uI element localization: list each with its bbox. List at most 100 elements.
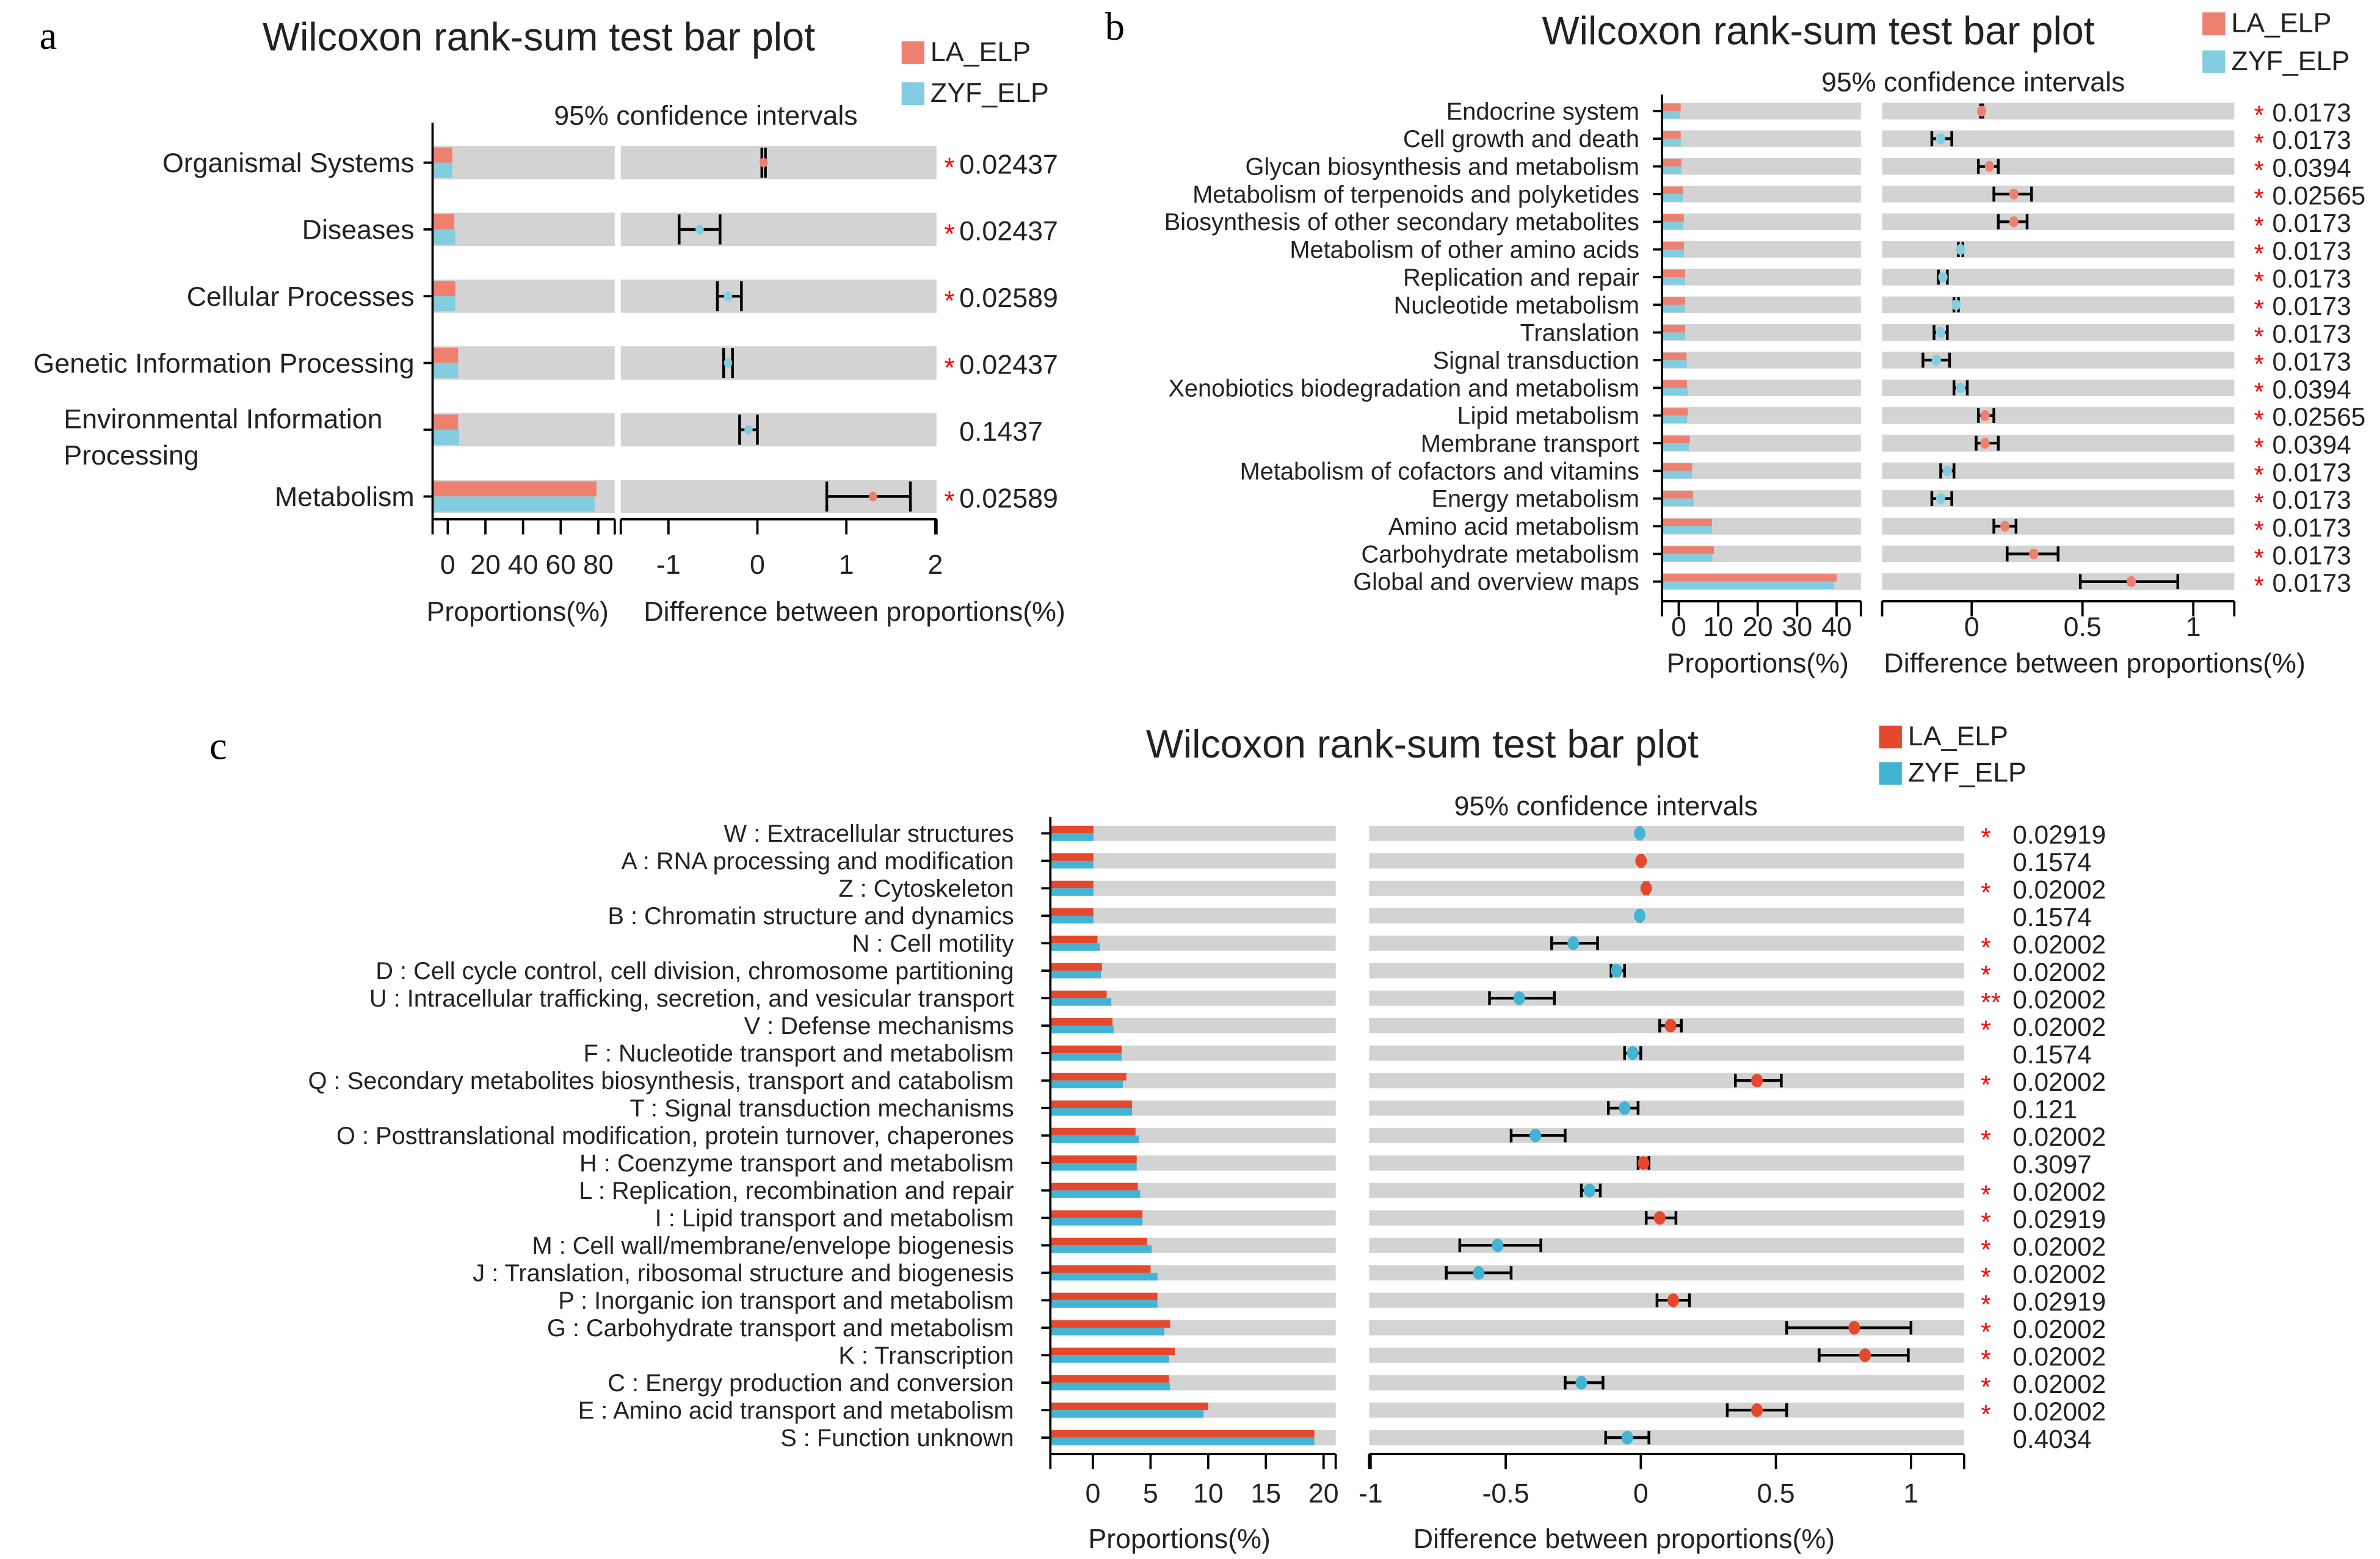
bar-la-elp <box>1050 825 1094 834</box>
significance-star: * <box>2254 350 2264 378</box>
track-left <box>432 346 615 380</box>
p-value: 0.02002 <box>2012 1315 2106 1344</box>
bar-la-elp <box>1662 518 1712 527</box>
tick-label-right: 1 <box>839 549 854 580</box>
track-right <box>1369 1045 1964 1061</box>
tick-label-right: 0 <box>750 549 765 580</box>
category-label: I : Lipid transport and metabolism <box>655 1205 1014 1232</box>
bar-la-elp <box>1662 297 1685 305</box>
category-label: H : Coenzyme transport and metabolism <box>579 1150 1014 1177</box>
category-label: Glycan biosynthesis and metabolism <box>1245 154 1639 181</box>
diff-point <box>1513 991 1525 1005</box>
panel-letter: b <box>1105 4 1125 48</box>
category-label: N : Cell motility <box>852 930 1014 957</box>
tick-label-left: 40 <box>1821 612 1852 642</box>
bar-la-elp <box>1662 103 1681 111</box>
category-label: T : Signal transduction mechanisms <box>629 1095 1014 1122</box>
track-right <box>1369 963 1964 978</box>
track-right <box>1369 1375 1964 1391</box>
panel-letter: c <box>209 723 227 767</box>
bar-zyf-elp <box>1050 916 1094 924</box>
significance-star: * <box>2254 571 2264 600</box>
bar-la-elp <box>1662 159 1682 167</box>
track-left <box>1662 462 1861 480</box>
bar-zyf-elp <box>1050 1245 1152 1253</box>
track-right <box>1369 853 1964 869</box>
bar-la-elp <box>1050 1155 1137 1163</box>
track-right <box>1369 1072 1964 1088</box>
category-label: L : Replication, recombination and repai… <box>579 1177 1014 1204</box>
bar-la-elp <box>432 481 597 497</box>
significance-star: * <box>2254 488 2264 517</box>
significance-star: * <box>1981 1070 1990 1099</box>
x-axis-label-right: Difference between proportions(%) <box>1884 648 2305 679</box>
bar-zyf-elp <box>1662 332 1685 341</box>
bar-zyf-elp <box>432 229 455 245</box>
p-value: 0.02565 <box>2272 181 2365 210</box>
p-value: 0.02002 <box>2012 1370 2106 1398</box>
diff-point <box>2000 521 2010 532</box>
bar-zyf-elp <box>432 162 452 178</box>
significance-star: * <box>944 152 954 183</box>
category-label: Cellular Processes <box>187 281 415 312</box>
category-label: Metabolism <box>275 482 415 512</box>
significance-star: * <box>1981 1125 1990 1154</box>
significance-star: * <box>944 352 954 383</box>
diff-point <box>1931 355 1941 366</box>
track-right <box>1882 103 2235 120</box>
track-left <box>432 413 615 447</box>
p-value: 0.02002 <box>2012 1068 2106 1096</box>
significance-star: * <box>2254 156 2264 185</box>
p-value: 0.1574 <box>2012 848 2091 877</box>
diff-point <box>1936 327 1946 338</box>
legend-label: ZYF_ELP <box>1908 758 2026 788</box>
bar-zyf-elp <box>1050 861 1094 869</box>
tick-label-right: 0 <box>1964 612 1979 642</box>
p-value: 0.0173 <box>2272 458 2351 487</box>
bar-la-elp <box>1050 1100 1133 1109</box>
diff-point <box>1984 161 1994 172</box>
bar-zyf-elp <box>1050 943 1100 951</box>
category-label: Replication and repair <box>1403 264 1639 291</box>
bar-la-elp <box>1050 853 1094 861</box>
track-left <box>1662 490 1861 507</box>
p-value: 0.0173 <box>2272 237 2351 266</box>
significance-star: * <box>2254 378 2264 407</box>
legend-swatch-la_elp <box>901 41 924 64</box>
track-left <box>432 279 615 313</box>
diff-point <box>1936 133 1946 145</box>
p-value: 0.0173 <box>2272 98 2351 127</box>
p-value: 0.0394 <box>2272 430 2351 459</box>
panel-c: c Wilcoxon rank-sum test bar plot 95% conf… <box>209 721 2106 1554</box>
track-left <box>1662 379 1861 397</box>
diff-point <box>1567 936 1580 950</box>
track-left <box>1662 186 1861 203</box>
track-right <box>1369 1100 1964 1116</box>
significance-star: * <box>944 286 954 316</box>
track-right <box>1882 213 2235 230</box>
p-value: 0.02002 <box>2012 1260 2106 1289</box>
tick-label-right: -1 <box>1359 1478 1383 1509</box>
diff-point <box>1942 465 1952 477</box>
bar-zyf-elp <box>1050 833 1094 841</box>
significance-star: * <box>2254 128 2264 157</box>
legend-swatch-zyf_elp <box>2202 50 2226 73</box>
diff-point <box>1976 105 1987 117</box>
bar-la-elp <box>1662 186 1683 194</box>
bar-la-elp <box>1050 908 1094 916</box>
diff-point <box>1980 410 1990 421</box>
diff-point <box>1664 1019 1677 1033</box>
p-value: 0.02002 <box>2012 985 2106 1014</box>
tick-label-right: 0 <box>1633 1478 1649 1509</box>
x-axis-label-left: Proportions(%) <box>1088 1524 1270 1554</box>
diff-point <box>1667 1293 1679 1308</box>
significance-star: * <box>2254 544 2264 573</box>
diff-point <box>869 491 877 502</box>
track-right <box>1882 186 2235 203</box>
diff-point <box>1473 1266 1485 1280</box>
significance-star: * <box>2254 461 2264 490</box>
bar-la-elp <box>1050 1375 1169 1383</box>
bar-zyf-elp <box>1050 1300 1158 1308</box>
tick-label-right: 1 <box>2186 612 2201 642</box>
